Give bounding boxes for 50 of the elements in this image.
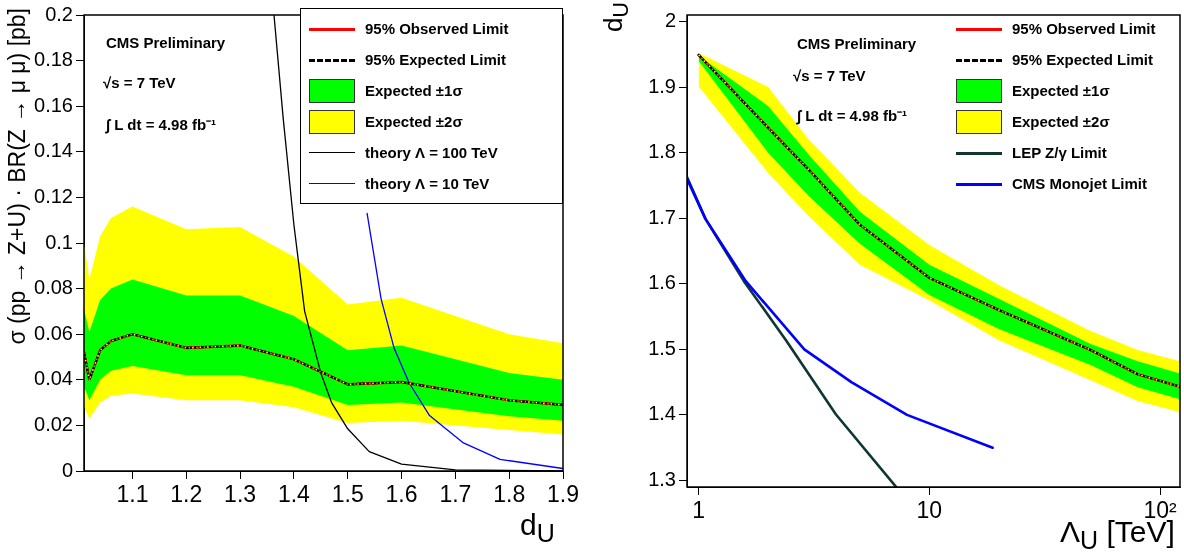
y-tick-label: 0.14	[34, 139, 73, 162]
y-tick-label: 0	[61, 458, 73, 481]
legend-label: theory Λ = 100 TeV	[365, 144, 498, 161]
x-tick-label: 10	[916, 497, 943, 524]
legend-label: 95% Observed Limit	[365, 20, 509, 37]
legend-label: theory Λ = 10 TeV	[365, 175, 490, 192]
y-tick-label: 0.02	[34, 412, 73, 435]
annotation: CMS Preliminary	[106, 34, 226, 51]
y-tick-label: 1.9	[648, 74, 676, 97]
y-tick-label: 0.08	[34, 276, 73, 299]
legend-label: 95% Observed Limit	[1012, 20, 1156, 37]
y-tick-label: 1.8	[648, 140, 676, 163]
legend-label: 95% Expected Limit	[1012, 51, 1153, 68]
y-tick-label: 0.18	[34, 48, 73, 71]
y-tick-label: 0.1	[45, 230, 73, 253]
x-tick-label: 1.5	[331, 481, 364, 508]
x-tick-label: 1.7	[439, 481, 472, 508]
legend-label: Expected ±2σ	[365, 113, 463, 130]
x-tick-label: 1.4	[277, 481, 311, 508]
y-tick-label: 1.6	[648, 271, 676, 294]
legend-label: CMS Monojet Limit	[1012, 175, 1147, 192]
y-tick-label: 0.06	[34, 321, 73, 344]
annotation: √s = 7 TeV	[103, 74, 176, 91]
legend-label: LEP Z/γ Limit	[1012, 144, 1107, 161]
x-tick-label: 1.1	[116, 481, 149, 508]
legend-label: Expected ±1σ	[365, 82, 463, 99]
x-tick-label: 1.2	[170, 481, 203, 508]
y-tick-label: 0.04	[34, 367, 73, 390]
x-tick-label: 1.8	[493, 481, 526, 508]
legend-label: 95% Expected Limit	[365, 51, 506, 68]
y-tick-label: 0.2	[45, 2, 73, 25]
y-tick-label: 1.7	[648, 205, 676, 228]
legend-label: Expected ±1σ	[1012, 82, 1110, 99]
x-axis-title: d$_{U}$	[520, 508, 555, 548]
y-tick-label: 2	[664, 9, 676, 32]
y-axis-title: σ (pp → Z+U) · BR(Z → μ μ) [pb]	[4, 8, 31, 345]
x-tick-label: 1.9	[547, 481, 579, 508]
y-tick-label: 1.3	[648, 467, 676, 490]
y-tick-label: 1.5	[648, 336, 676, 359]
y-tick-label: 0.16	[34, 93, 73, 116]
x-tick-label: 1	[692, 497, 706, 524]
y-tick-label: 1.4	[648, 402, 676, 425]
x-tick-label: 1.6	[385, 481, 418, 508]
annotation: ∫ L dt = 4.98 fb⁻¹	[106, 115, 217, 134]
annotation: ∫ L dt = 4.98 fb⁻¹	[797, 106, 908, 125]
y-tick-label: 0.12	[34, 184, 73, 207]
x-tick-label: 1.3	[224, 481, 257, 508]
annotation: CMS Preliminary	[797, 35, 917, 52]
annotation: √s = 7 TeV	[793, 67, 866, 84]
legend-label: Expected ±2σ	[1012, 113, 1110, 130]
